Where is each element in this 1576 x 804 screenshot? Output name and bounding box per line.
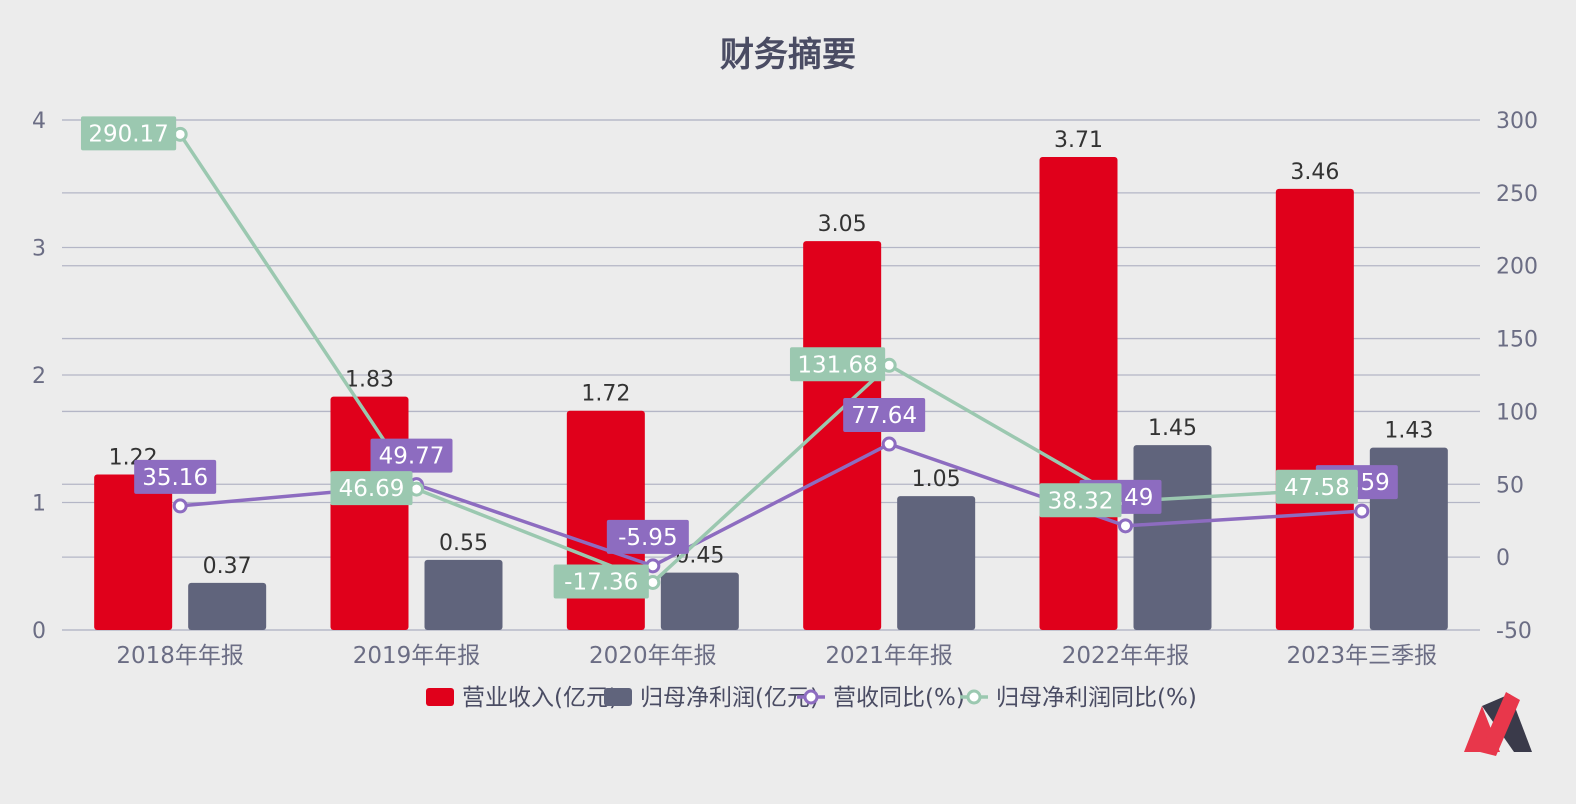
svg-text:-5.95: -5.95 bbox=[618, 525, 678, 551]
line-point-0-4 bbox=[1118, 518, 1133, 534]
right-tick-label: 100 bbox=[1496, 400, 1538, 425]
bar-0-5 bbox=[1275, 188, 1354, 630]
svg-text:-17.36: -17.36 bbox=[564, 569, 638, 595]
right-tick-label: 250 bbox=[1496, 182, 1538, 207]
bar-1-1 bbox=[424, 559, 503, 630]
svg-text:49.77: 49.77 bbox=[379, 444, 445, 470]
chart-title: 财务摘要 bbox=[720, 35, 856, 75]
legend: 营业收入(亿元) 归母净利润(亿元) 营收同比(%) 归母净利润同比(%) bbox=[426, 685, 1197, 711]
category-label: 2019年年报 bbox=[353, 643, 481, 669]
bar-1-3 bbox=[897, 496, 976, 630]
svg-text:131.68: 131.68 bbox=[797, 352, 877, 378]
line-value-label: -17.36 bbox=[553, 564, 649, 599]
legend-marker bbox=[966, 689, 982, 705]
category-label: 2018年年报 bbox=[116, 643, 244, 669]
legend-label: 归母净利润(亿元) bbox=[640, 685, 819, 711]
bar-0-4 bbox=[1039, 156, 1118, 630]
line-value-label: -5.95 bbox=[606, 519, 689, 554]
line-value-label: 35.16 bbox=[134, 459, 217, 494]
bar-value-label: 0.37 bbox=[203, 554, 252, 579]
category-label: 2022年年报 bbox=[1062, 643, 1190, 669]
right-tick-label: 200 bbox=[1496, 255, 1538, 280]
bar-value-label: 0.55 bbox=[439, 531, 488, 556]
line-value-label: 47.58 bbox=[1275, 469, 1358, 504]
bar-1-0 bbox=[188, 582, 267, 630]
legend-swatch bbox=[604, 688, 632, 706]
left-tick-label: 4 bbox=[32, 109, 46, 134]
left-tick-label: 2 bbox=[32, 364, 46, 389]
legend-item-2: 营收同比(%) bbox=[797, 685, 965, 711]
svg-text:35.16: 35.16 bbox=[142, 465, 208, 491]
legend-item-3: 归母净利润同比(%) bbox=[960, 685, 1197, 711]
bar-data-labels: 1.221.831.723.053.713.460.370.550.451.05… bbox=[109, 128, 1434, 579]
bar-0-1 bbox=[330, 396, 409, 630]
line-point-0-3 bbox=[881, 436, 897, 452]
right-tick-label: 300 bbox=[1496, 109, 1538, 134]
bar-value-label: 1.72 bbox=[581, 382, 630, 407]
left-tick-label: 0 bbox=[32, 619, 46, 644]
category-label: 2023年三季报 bbox=[1287, 643, 1438, 669]
bar-0-0 bbox=[94, 474, 173, 630]
bar-1-2 bbox=[660, 572, 739, 630]
line-value-label: 131.68 bbox=[789, 347, 886, 382]
bar-marks bbox=[94, 156, 1448, 630]
line-point-0-5 bbox=[1354, 503, 1370, 519]
legend-label: 归母净利润同比(%) bbox=[996, 685, 1197, 711]
bar-value-label: 3.71 bbox=[1054, 128, 1103, 153]
bar-1-4 bbox=[1133, 445, 1212, 630]
grid-lines bbox=[62, 119, 1480, 631]
bar-value-label: 3.46 bbox=[1290, 160, 1339, 185]
svg-text:46.69: 46.69 bbox=[339, 476, 405, 502]
svg-text:290.17: 290.17 bbox=[88, 121, 168, 147]
line-value-label: 38.32 bbox=[1039, 483, 1122, 518]
right-tick-label: 0 bbox=[1496, 546, 1510, 571]
bar-value-label: 1.05 bbox=[912, 467, 961, 492]
legend-item-0: 营业收入(亿元) bbox=[426, 685, 618, 711]
category-axis-labels: 2018年年报 2019年年报 2020年年报 2021年年报 2022年年报 2023年… bbox=[116, 643, 1437, 669]
line-point-0-0 bbox=[172, 498, 188, 514]
right-tick-label: -50 bbox=[1496, 619, 1532, 644]
legend-swatch bbox=[426, 688, 454, 706]
brand-logo bbox=[1464, 692, 1532, 756]
bar-value-label: 3.05 bbox=[818, 212, 867, 237]
line-value-label: 49.77 bbox=[370, 438, 453, 473]
legend-label: 营业收入(亿元) bbox=[462, 685, 618, 711]
legend-marker bbox=[803, 689, 819, 705]
line-value-label: 290.17 bbox=[80, 116, 177, 151]
svg-text:47.58: 47.58 bbox=[1284, 475, 1350, 501]
bar-value-label: 1.83 bbox=[345, 368, 394, 393]
bar-0-3 bbox=[803, 241, 882, 630]
right-axis-ticks: -50 0 50 100 150 200 250 300 bbox=[1496, 109, 1538, 644]
line-1 bbox=[178, 133, 1362, 585]
right-tick-label: 50 bbox=[1496, 473, 1524, 498]
legend-label: 营收同比(%) bbox=[833, 685, 965, 711]
svg-text:38.32: 38.32 bbox=[1048, 488, 1114, 514]
bar-value-label: 1.43 bbox=[1384, 419, 1433, 444]
right-tick-label: 150 bbox=[1496, 328, 1538, 353]
left-tick-label: 1 bbox=[32, 492, 46, 517]
left-tick-label: 3 bbox=[32, 237, 46, 262]
line-data-labels: 35.1649.77-5.9577.6421.4931.59290.1746.6… bbox=[80, 116, 1398, 599]
category-label: 2020年年报 bbox=[589, 643, 717, 669]
line-value-label: 46.69 bbox=[330, 471, 413, 506]
line-value-label: 77.64 bbox=[843, 398, 926, 433]
bar-value-label: 1.45 bbox=[1148, 416, 1197, 441]
svg-text:77.64: 77.64 bbox=[851, 403, 917, 429]
legend-item-1: 归母净利润(亿元) bbox=[604, 685, 819, 711]
category-label: 2021年年报 bbox=[825, 643, 953, 669]
left-axis-ticks: 0 1 2 3 4 bbox=[32, 109, 46, 644]
